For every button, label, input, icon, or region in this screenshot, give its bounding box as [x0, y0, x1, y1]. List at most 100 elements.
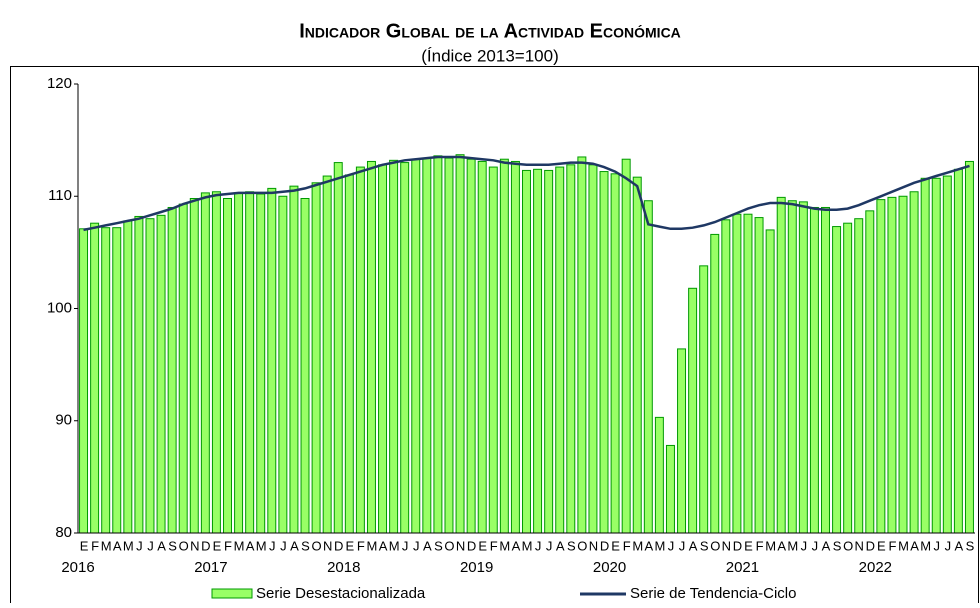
bar — [510, 160, 520, 534]
bar — [798, 201, 808, 534]
x-tick-label: J — [402, 538, 408, 553]
x-tick-label: S — [567, 538, 576, 553]
bar — [964, 160, 974, 534]
x-tick-label: N — [190, 538, 199, 553]
bar — [101, 227, 111, 534]
bar — [621, 158, 631, 534]
x-tick-label: J — [535, 538, 541, 553]
x-tick-label: D — [600, 538, 609, 553]
x-tick-label: O — [843, 538, 853, 553]
bar — [223, 197, 232, 534]
bar — [909, 191, 919, 534]
x-tick-label: D — [201, 538, 210, 553]
bar — [289, 185, 299, 534]
bar — [355, 166, 365, 534]
bar — [765, 229, 775, 534]
bar — [599, 171, 609, 534]
x-tick-label: O — [179, 538, 189, 553]
bar — [455, 154, 465, 534]
x-tick-label: F — [224, 538, 232, 553]
bar — [156, 214, 166, 534]
bar — [787, 200, 797, 534]
chart-title: Indicador Global de la Actividad Económi… — [299, 20, 681, 42]
bar — [333, 162, 343, 534]
bar — [300, 197, 310, 534]
bar — [588, 164, 598, 534]
x-tick-label: F — [91, 538, 99, 553]
bar — [555, 166, 565, 534]
bar — [677, 348, 687, 534]
bar — [776, 196, 786, 534]
x-tick-label: M — [787, 538, 797, 553]
x-tick-label: N — [456, 538, 465, 553]
x-tick-label: A — [512, 538, 521, 553]
bar — [654, 416, 664, 534]
x-tick-label: M — [522, 538, 532, 553]
x-tick-label: S — [168, 538, 177, 553]
year-label: 2018 — [327, 559, 360, 576]
bar — [688, 287, 698, 534]
x-tick-label: O — [710, 538, 720, 553]
bar — [366, 160, 376, 534]
bar — [477, 160, 487, 534]
bar — [566, 164, 576, 534]
x-tick-label: D — [866, 538, 875, 553]
x-tick-label: J — [280, 538, 286, 553]
y-tick-label: 80 — [55, 524, 72, 541]
bar — [322, 175, 332, 534]
bar — [311, 182, 321, 534]
x-tick-label: S — [833, 538, 842, 553]
x-tick-label: J — [269, 538, 275, 553]
y-tick-label: 120 — [47, 75, 72, 92]
x-tick-label: S — [301, 538, 310, 553]
x-tick-label: F — [357, 538, 365, 553]
x-tick-label: J — [136, 538, 142, 553]
bar — [79, 228, 89, 534]
bar — [665, 444, 675, 534]
bar — [256, 193, 266, 534]
bar — [278, 195, 288, 534]
x-tick-label: E — [80, 538, 89, 553]
legend-label: Serie Desestacionalizada — [256, 585, 426, 602]
bar — [865, 210, 875, 534]
x-tick-label: J — [679, 538, 685, 553]
bar — [145, 218, 155, 534]
x-tick-label: O — [444, 538, 454, 553]
x-tick-label: A — [157, 538, 166, 553]
x-tick-label: M — [256, 538, 266, 553]
legend-label: Serie de Tendencia-Ciclo — [630, 585, 797, 602]
x-tick-label: D — [733, 538, 742, 553]
bar — [643, 200, 653, 534]
bar — [112, 227, 122, 534]
year-label: 2017 — [194, 559, 227, 576]
bar — [433, 155, 443, 534]
bar — [632, 176, 642, 534]
year-label: 2022 — [859, 559, 892, 576]
y-tick-label: 110 — [48, 187, 72, 204]
x-tick-label: M — [765, 538, 775, 553]
bar — [444, 157, 454, 534]
bar — [610, 173, 620, 534]
x-tick-label: J — [933, 538, 939, 553]
bar — [189, 197, 199, 534]
bar — [422, 157, 432, 534]
x-tick-label: S — [966, 538, 975, 553]
bar — [710, 233, 720, 534]
bar — [200, 192, 210, 534]
x-tick-label: J — [668, 538, 674, 553]
bar — [931, 177, 941, 534]
trend-line — [83, 155, 970, 232]
bar — [123, 220, 133, 534]
bar — [533, 168, 543, 534]
bar — [267, 187, 277, 534]
bar — [854, 218, 864, 534]
x-tick-label: A — [910, 538, 919, 553]
x-tick-label: F — [756, 538, 764, 553]
x-tick-label: A — [246, 538, 255, 553]
year-label: 2016 — [61, 559, 94, 576]
x-tick-label: D — [467, 538, 476, 553]
x-tick-label: J — [546, 538, 552, 553]
bar — [544, 169, 554, 534]
bar — [90, 222, 100, 534]
